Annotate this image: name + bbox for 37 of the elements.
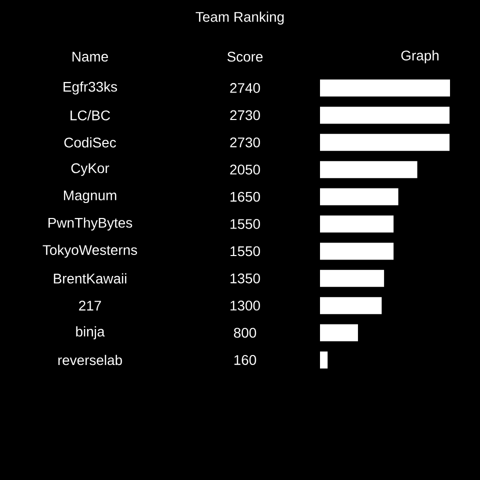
data-label: 1300 <box>230 300 260 311</box>
bar <box>320 352 328 369</box>
data-label: 2730 <box>230 110 260 120</box>
data-label: 1550 <box>230 246 260 256</box>
y-tick-label: 217 <box>79 300 101 310</box>
bar <box>320 242 394 260</box>
y-tick-label: CyKor <box>71 163 110 176</box>
data-label: 1650 <box>230 192 260 202</box>
data-label: 2050 <box>230 164 260 175</box>
y-tick-label: Egfr33ks <box>64 82 118 94</box>
data-label: 2730 <box>230 137 260 148</box>
y-tick-label: TokyoWesterns <box>42 244 138 258</box>
y-tick-label: PwnThyBytes <box>48 218 132 231</box>
y-tick-label: BrentKawaii <box>54 273 126 284</box>
bar <box>320 106 450 124</box>
text: Name <box>72 52 108 62</box>
data-label: 2740 <box>230 83 260 93</box>
text: Score <box>227 52 263 62</box>
data-label: 1550 <box>230 219 260 229</box>
bar <box>320 297 382 314</box>
bar <box>320 270 384 287</box>
bar <box>320 188 398 206</box>
bar <box>320 134 450 151</box>
bar <box>320 216 394 233</box>
y-tick-label: CodiSec <box>64 137 116 148</box>
bar <box>320 324 358 342</box>
data-label: 160 <box>234 355 256 365</box>
y-tick-label: LC/BC <box>70 110 110 120</box>
text: Graph <box>401 50 438 64</box>
y-tick-label: Magnum <box>64 190 116 204</box>
chart-title: Team Ranking <box>196 12 284 25</box>
y-tick-label: reverselab <box>58 354 122 366</box>
data-label: 800 <box>234 328 256 338</box>
data-label: 1350 <box>230 273 260 284</box>
bar <box>320 161 418 178</box>
bar <box>320 80 450 96</box>
y-tick-label: binja <box>76 326 105 340</box>
